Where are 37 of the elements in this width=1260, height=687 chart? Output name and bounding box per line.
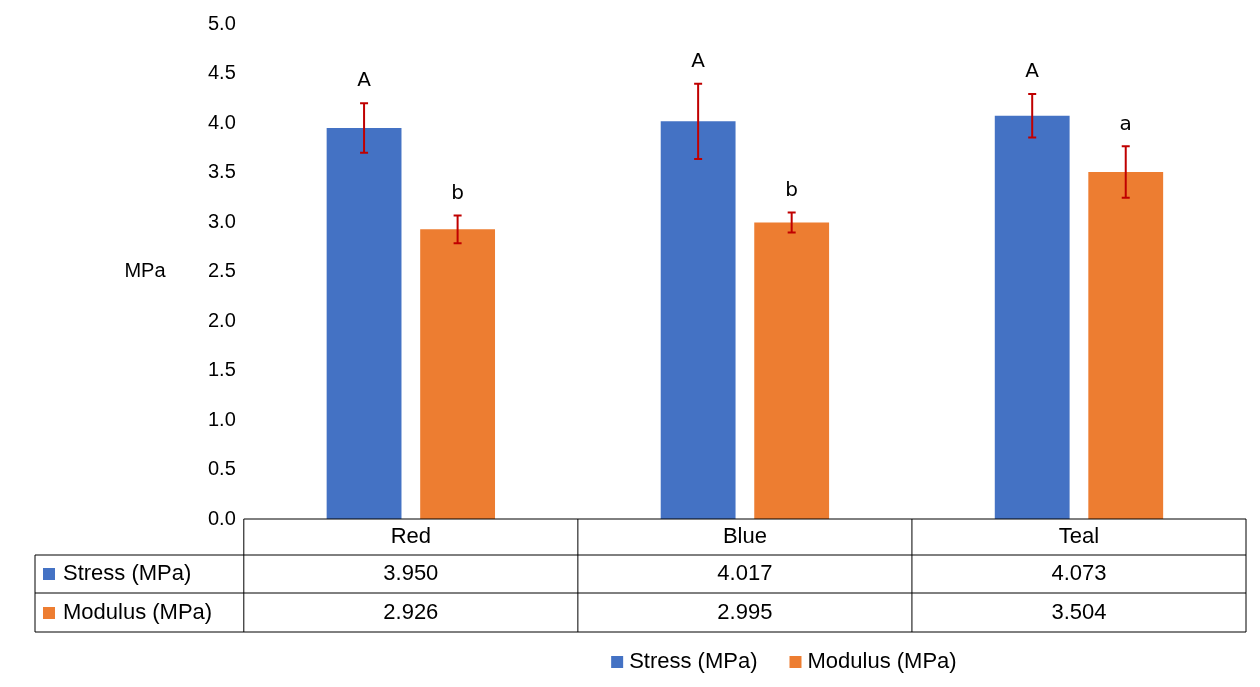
x-tick-label: Blue xyxy=(722,523,767,549)
annotation: b xyxy=(785,176,799,201)
x-tick-label: Red xyxy=(390,523,432,549)
y-tick-label: 0.5 xyxy=(207,457,236,480)
bar xyxy=(326,127,402,519)
annotation: a xyxy=(1119,110,1132,135)
y-tick-label: 2.0 xyxy=(207,308,236,331)
data-label: 3.504 xyxy=(1051,598,1107,624)
y-tick-label: 1.0 xyxy=(207,407,236,430)
y-tick-label: 1.5 xyxy=(207,358,236,381)
y-tick-label: 2.5 xyxy=(207,259,236,282)
y-tick-label: 5.0 xyxy=(207,11,236,34)
data-label: 2.995 xyxy=(717,598,773,624)
annotation: b xyxy=(451,179,464,204)
annotation: A xyxy=(357,67,372,92)
y-tick-label: 4.5 xyxy=(207,61,236,84)
legend-label: Modulus (MPa) xyxy=(807,648,957,674)
legend-label: Stress (MPa) xyxy=(629,648,758,674)
bar xyxy=(420,229,496,519)
bar xyxy=(994,115,1070,519)
y-tick-label: 3.0 xyxy=(207,209,236,232)
x-tick-label: Teal xyxy=(1058,523,1100,549)
y-tick-label: 3.5 xyxy=(207,160,236,183)
data-label: 3.950 xyxy=(383,560,439,586)
data-label: 4.017 xyxy=(717,560,773,586)
text: Modulus (MPa) xyxy=(63,598,213,624)
data-label: 4.073 xyxy=(1051,560,1107,586)
bar xyxy=(660,121,736,519)
y-axis-title: MPa xyxy=(124,259,167,282)
annotation: A xyxy=(691,47,706,72)
bar xyxy=(754,222,830,519)
annotation: A xyxy=(1025,58,1040,83)
text: Stress (MPa) xyxy=(63,560,192,586)
y-tick-label: 0.0 xyxy=(207,506,236,529)
bar xyxy=(1088,172,1164,519)
data-label: 2.926 xyxy=(383,598,439,624)
y-tick-label: 4.0 xyxy=(207,110,236,133)
